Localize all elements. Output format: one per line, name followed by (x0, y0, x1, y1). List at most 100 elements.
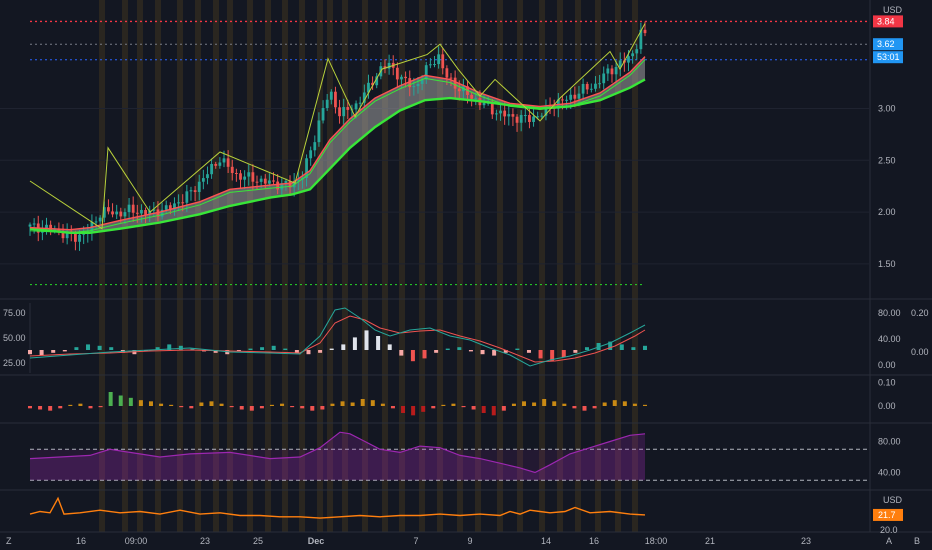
candle-body[interactable] (181, 202, 185, 204)
indicator-value-tag[interactable] (873, 508, 903, 521)
candle-body[interactable] (123, 212, 127, 217)
candle-body[interactable] (119, 211, 123, 217)
price-tag[interactable] (873, 38, 903, 51)
candle-body[interactable] (627, 56, 630, 63)
candle-body[interactable] (602, 73, 606, 84)
candle-body[interactable] (32, 223, 36, 225)
candle-body[interactable] (74, 233, 77, 242)
candle-body[interactable] (569, 94, 573, 100)
candle-body[interactable] (317, 120, 321, 143)
candle-body[interactable] (177, 202, 180, 204)
candle-body[interactable] (519, 115, 523, 123)
candle-body[interactable] (400, 76, 403, 80)
candle-body[interactable] (305, 158, 308, 179)
candle-body[interactable] (416, 83, 420, 87)
oscillator-panel-2[interactable] (28, 392, 647, 416)
candle-body[interactable] (160, 209, 164, 217)
candle-body[interactable] (412, 86, 416, 88)
candle-body[interactable] (296, 179, 300, 181)
candle-body[interactable] (334, 91, 337, 108)
candle-body[interactable] (408, 78, 412, 88)
candle-body[interactable] (222, 158, 226, 163)
candle-body[interactable] (482, 102, 486, 106)
candle-body[interactable] (511, 114, 515, 117)
candle-body[interactable] (585, 83, 589, 90)
candle-body[interactable] (325, 99, 329, 109)
candle-body[interactable] (115, 211, 119, 215)
candle-body[interactable] (540, 115, 544, 117)
candle-body[interactable] (243, 176, 247, 180)
candle-body[interactable] (618, 60, 622, 67)
candle-body[interactable] (346, 107, 350, 110)
candle-body[interactable] (577, 93, 581, 99)
candle-body[interactable] (284, 180, 288, 184)
candle-body[interactable] (610, 68, 614, 75)
candle-body[interactable] (445, 68, 449, 78)
candle-body[interactable] (218, 162, 222, 166)
candle-body[interactable] (140, 209, 143, 214)
candle-body[interactable] (474, 98, 478, 100)
candle-body[interactable] (148, 210, 152, 215)
candle-body[interactable] (276, 181, 280, 190)
candle-body[interactable] (503, 110, 507, 117)
candle-body[interactable] (470, 94, 474, 99)
candle-body[interactable] (28, 224, 32, 227)
candle-body[interactable] (131, 204, 135, 213)
candle-body[interactable] (272, 180, 275, 182)
candle-body[interactable] (152, 209, 156, 211)
candle-body[interactable] (267, 180, 271, 184)
candle-body[interactable] (98, 217, 102, 222)
candle-body[interactable] (230, 166, 234, 173)
candle-body[interactable] (288, 180, 292, 188)
candle-body[interactable] (280, 183, 284, 190)
candle-body[interactable] (78, 234, 81, 242)
candle-body[interactable] (193, 190, 197, 193)
candle-body[interactable] (135, 212, 139, 214)
candle-body[interactable] (523, 115, 527, 117)
price-tag[interactable] (873, 15, 903, 28)
candle-body[interactable] (532, 116, 535, 122)
candle-body[interactable] (507, 114, 511, 117)
candle-body[interactable] (424, 65, 428, 80)
candle-body[interactable] (173, 203, 176, 210)
candle-body[interactable] (573, 94, 577, 99)
candle-body[interactable] (631, 53, 635, 57)
candle-body[interactable] (433, 64, 436, 66)
candle-body[interactable] (544, 105, 548, 116)
candle-body[interactable] (313, 142, 317, 151)
candle-body[interactable] (82, 233, 86, 235)
candle-body[interactable] (201, 178, 205, 182)
candle-body[interactable] (329, 91, 333, 100)
candle-body[interactable] (457, 88, 461, 92)
candle-body[interactable] (259, 178, 263, 182)
rsi-panel[interactable] (29, 431, 870, 481)
candle-body[interactable] (102, 207, 106, 218)
candle-body[interactable] (515, 116, 519, 123)
candle-body[interactable] (589, 88, 593, 90)
candle-body[interactable] (49, 224, 53, 231)
candle-body[interactable] (606, 68, 610, 74)
candle-body[interactable] (371, 82, 374, 86)
candle-body[interactable] (53, 228, 57, 231)
candle-body[interactable] (594, 83, 597, 89)
candle-body[interactable] (643, 29, 647, 34)
candle-body[interactable] (189, 190, 193, 192)
candle-body[interactable] (342, 107, 346, 117)
candle-body[interactable] (639, 29, 643, 50)
candle-body[interactable] (437, 54, 441, 65)
candle-body[interactable] (375, 76, 379, 86)
oscillator-panel-1[interactable] (28, 307, 647, 367)
candle-body[interactable] (239, 173, 242, 180)
candle-body[interactable] (495, 113, 498, 115)
candle-body[interactable] (127, 204, 131, 213)
candle-body[interactable] (197, 181, 201, 193)
candle-body[interactable] (354, 103, 358, 110)
candle-body[interactable] (255, 181, 259, 183)
candle-body[interactable] (528, 115, 531, 122)
candle-body[interactable] (565, 99, 568, 101)
candle-body[interactable] (107, 207, 110, 212)
candle-body[interactable] (234, 172, 238, 174)
candle-body[interactable] (226, 158, 230, 167)
candle-body[interactable] (309, 150, 313, 159)
